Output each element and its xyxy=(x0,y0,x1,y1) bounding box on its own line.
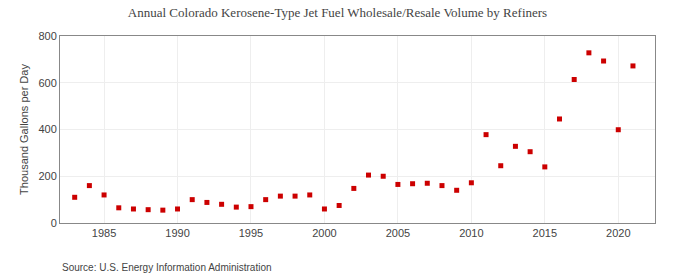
svg-text:Annual Colorado Kerosene-Type: Annual Colorado Kerosene-Type Jet Fuel W… xyxy=(128,5,547,20)
svg-text:2005: 2005 xyxy=(386,227,410,239)
svg-text:2020: 2020 xyxy=(606,227,630,239)
svg-text:2015: 2015 xyxy=(533,227,557,239)
svg-text:1995: 1995 xyxy=(239,227,263,239)
svg-text:Source: U.S. Energy Informatio: Source: U.S. Energy Information Administ… xyxy=(62,262,272,273)
svg-text:1985: 1985 xyxy=(92,227,116,239)
svg-text:Thousand Gallons per Day: Thousand Gallons per Day xyxy=(18,64,30,195)
svg-text:800: 800 xyxy=(38,30,56,42)
svg-text:400: 400 xyxy=(38,123,56,135)
svg-text:600: 600 xyxy=(38,77,56,89)
svg-text:1990: 1990 xyxy=(165,227,189,239)
svg-text:0: 0 xyxy=(51,217,57,229)
svg-text:2000: 2000 xyxy=(312,227,336,239)
svg-text:200: 200 xyxy=(38,170,56,182)
svg-text:2010: 2010 xyxy=(459,227,483,239)
